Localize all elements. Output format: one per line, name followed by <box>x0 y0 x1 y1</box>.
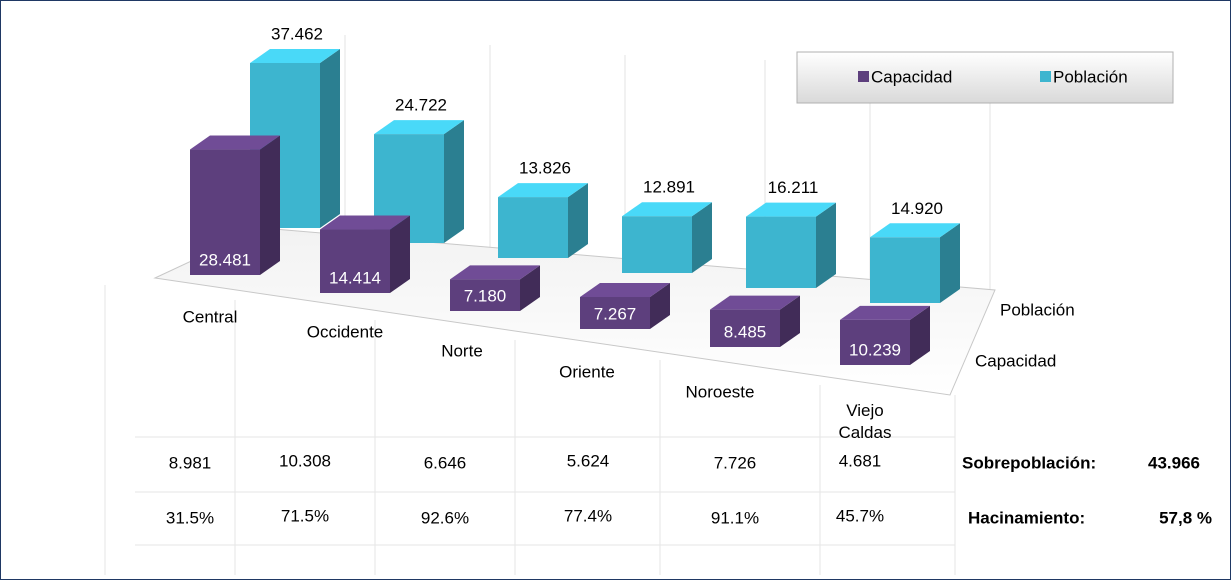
bar-top <box>498 183 588 198</box>
bar-top <box>870 223 960 238</box>
bar <box>622 216 692 273</box>
bar-top <box>450 265 540 280</box>
summary-label: Sobrepoblación: <box>962 453 1096 472</box>
table-cell: 6.646 <box>424 453 467 472</box>
table-cell: 91.1% <box>711 508 759 527</box>
value-label: 12.891 <box>643 178 695 197</box>
x-tick-label: Norte <box>441 341 483 360</box>
bar <box>746 216 816 288</box>
value-label: 10.239 <box>849 340 901 359</box>
bar-side <box>260 135 280 275</box>
bar <box>190 149 260 275</box>
table-cell: 8.981 <box>169 453 212 472</box>
value-label: 14.414 <box>329 268 381 287</box>
table-cell: 4.681 <box>839 451 882 470</box>
bar-side <box>940 223 960 303</box>
depth-label: Capacidad <box>975 351 1056 370</box>
x-tick-label: Viejo Caldas <box>839 401 892 442</box>
value-label: 7.267 <box>594 304 637 323</box>
x-tick-label: Noroeste <box>686 382 755 401</box>
bar-top <box>250 49 340 63</box>
value-label: 8.485 <box>724 322 767 341</box>
bar-side <box>692 202 712 273</box>
legend-swatch <box>1040 71 1051 82</box>
bar-top <box>840 305 930 320</box>
value-label: 28.481 <box>199 250 251 269</box>
bar-side <box>780 295 800 347</box>
bar-top <box>580 282 670 297</box>
bar-side <box>816 202 836 288</box>
x-tick-label: Occidente <box>307 322 384 341</box>
bar-top <box>746 202 836 217</box>
bar-top <box>622 202 712 217</box>
bar-side <box>520 265 540 311</box>
legend-label: Población <box>1053 67 1128 86</box>
bar-side <box>650 282 670 329</box>
table-grid <box>104 285 956 575</box>
bar-side <box>320 49 340 228</box>
bar-top <box>710 295 800 310</box>
table-cell: 71.5% <box>281 506 329 525</box>
bar <box>580 296 650 329</box>
table-cell: 77.4% <box>564 506 612 525</box>
summary-value: 57,8 % <box>1159 508 1212 527</box>
bar-side <box>568 183 588 258</box>
depth-label: Población <box>1000 300 1075 319</box>
bar-top <box>320 215 410 230</box>
summary-label: Hacinamiento: <box>968 508 1085 527</box>
legend-label: Capacidad <box>871 67 952 86</box>
bar-top <box>374 120 464 135</box>
x-tick-label: Central <box>183 307 238 326</box>
table-cell: 10.308 <box>279 451 331 470</box>
value-label: 37.462 <box>271 24 323 43</box>
bar-side <box>910 305 930 365</box>
bar <box>498 197 568 258</box>
table-cell: 5.624 <box>567 451 610 470</box>
bar <box>710 309 780 347</box>
bar-side <box>444 120 464 243</box>
bar-side <box>390 215 410 293</box>
table-cell: 45.7% <box>836 506 884 525</box>
value-label: 24.722 <box>395 96 447 115</box>
legend-swatch <box>858 71 869 82</box>
summary-value: 43.966 <box>1148 453 1200 472</box>
value-label: 14.920 <box>891 199 943 218</box>
bar-top <box>190 135 280 150</box>
bar <box>450 279 520 311</box>
table-cell: 31.5% <box>166 508 214 527</box>
table-cell: 7.726 <box>714 453 757 472</box>
value-label: 7.180 <box>464 286 507 305</box>
bar <box>320 229 390 293</box>
table-cell: 92.6% <box>421 508 469 527</box>
value-label: 16.211 <box>768 178 819 197</box>
x-tick-label: Oriente <box>559 362 615 381</box>
bar <box>870 237 940 303</box>
value-label: 13.826 <box>519 159 571 178</box>
bar <box>840 319 910 365</box>
